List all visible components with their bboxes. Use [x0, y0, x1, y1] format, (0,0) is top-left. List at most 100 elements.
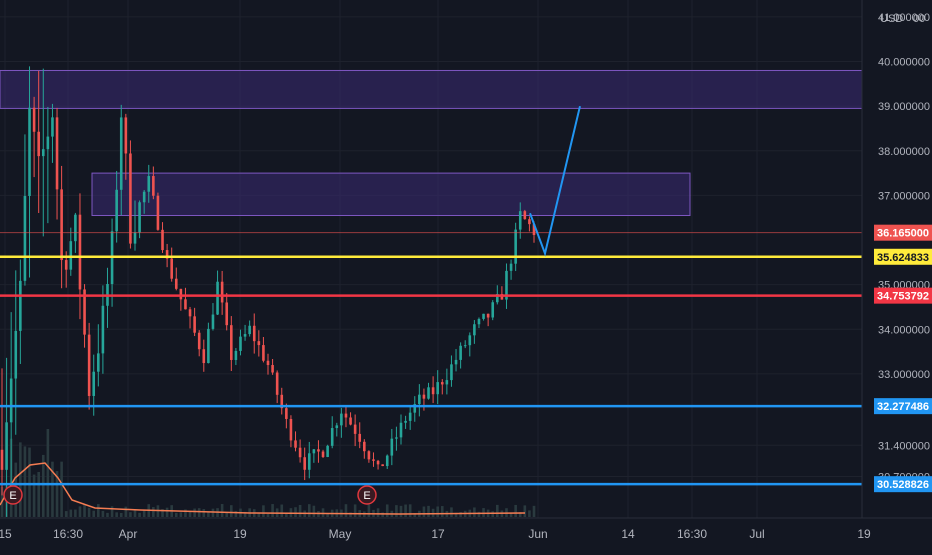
candle-body — [436, 382, 439, 395]
candle-body — [69, 241, 73, 270]
candle-body — [514, 229, 517, 264]
currency-label[interactable]: USD — [880, 13, 903, 25]
time-tick-label: Jul — [749, 527, 764, 541]
price-line-label-box[interactable] — [874, 224, 932, 241]
candle-body — [243, 334, 247, 337]
zones-layer[interactable] — [0, 69, 863, 216]
candle-body — [518, 211, 522, 230]
volume-bar — [482, 508, 485, 517]
candle-body — [32, 107, 36, 132]
volume-bar — [454, 512, 458, 517]
price-line-label-box[interactable] — [874, 476, 932, 493]
volume-bar — [41, 454, 45, 517]
candle-body — [193, 316, 196, 333]
volume-bar — [413, 513, 417, 517]
candle-body — [0, 449, 4, 470]
candle-body — [239, 336, 242, 351]
candle-body — [482, 313, 485, 319]
volume-bar — [473, 507, 476, 517]
candle-body — [252, 325, 256, 342]
volume-bar — [23, 446, 27, 517]
resistance-zone[interactable] — [0, 69, 863, 109]
earnings-marker[interactable] — [3, 485, 23, 505]
candle-body — [19, 280, 22, 331]
price-tick-label: 38.000000 — [878, 146, 930, 158]
price-line-label: 32.277486 — [877, 401, 929, 413]
volume-bar — [477, 511, 481, 517]
volume-layer — [0, 428, 536, 517]
volume-bar — [188, 511, 192, 517]
candle-body — [262, 345, 265, 361]
time-tick-label: 17 — [431, 527, 445, 541]
volume-bar — [193, 508, 196, 517]
currency-suffix[interactable]: 00 — [913, 13, 925, 25]
volume-bar — [202, 508, 206, 517]
price-lines-layer[interactable] — [0, 232, 862, 486]
volume-bar — [83, 504, 86, 517]
price-line-label: 30.528826 — [877, 479, 929, 491]
candle-body — [234, 350, 238, 360]
candle-body — [344, 413, 348, 418]
volume-bar — [307, 504, 311, 517]
candle-body — [395, 437, 398, 439]
volume-bar — [97, 504, 100, 517]
candle-body — [138, 202, 141, 233]
candle-body — [152, 176, 155, 196]
candle-body — [372, 459, 375, 461]
earnings-marker[interactable] — [357, 485, 377, 505]
volume-bar — [431, 508, 435, 517]
volume-bar — [60, 461, 63, 517]
volume-bar — [230, 505, 233, 517]
candle-body — [129, 153, 132, 244]
volume-bar — [19, 442, 22, 517]
candle-body — [454, 359, 458, 365]
candle-body — [55, 117, 59, 190]
candle-body — [248, 325, 251, 335]
volume-bar — [257, 512, 261, 517]
price-line-label-box[interactable] — [874, 248, 932, 265]
price-labels-layer[interactable]: 36.165000 35.624833 34.753792 32.277486 30.5… — [874, 224, 932, 493]
earnings-marker-label: E — [363, 490, 370, 502]
price-line-label-box[interactable] — [874, 287, 932, 304]
volume-bar — [119, 512, 123, 517]
candle-body — [9, 378, 13, 423]
candle-body — [317, 449, 320, 452]
candle-body — [211, 314, 215, 329]
candle-body — [174, 278, 178, 289]
candle-body — [266, 360, 270, 366]
volume-bar — [266, 513, 270, 517]
resistance-zone[interactable] — [91, 172, 691, 216]
price-tick-label: 37.000000 — [878, 190, 930, 202]
volume-bar — [514, 504, 517, 517]
time-tick-label: 19 — [233, 527, 247, 541]
projection-layer[interactable] — [529, 105, 581, 257]
candle-body — [101, 305, 105, 354]
volume-bar — [422, 506, 426, 517]
candle-body — [257, 341, 261, 346]
price-line-label-box[interactable] — [874, 398, 932, 415]
candle-body — [463, 345, 467, 347]
candle-body — [376, 460, 380, 465]
candle-body — [477, 318, 481, 325]
candle-body — [220, 281, 224, 303]
candle-body — [418, 394, 421, 405]
time-axis[interactable]: 15 16:30 Apr 19 May 17 Jun 14 16:30 Jul 19 — [0, 527, 871, 541]
projection-path[interactable] — [529, 105, 581, 257]
candle-body — [188, 309, 192, 317]
candle-body — [303, 457, 306, 470]
candle-body — [390, 438, 394, 456]
volume-bar — [74, 509, 77, 517]
volume-bar — [532, 505, 536, 517]
volume-bar — [381, 512, 384, 517]
price-tick-label: 39.000000 — [878, 101, 930, 113]
candle-body — [532, 224, 536, 236]
volume-bar — [69, 509, 73, 517]
candle-body — [363, 441, 366, 452]
candle-body — [46, 136, 50, 150]
candle-body — [87, 334, 91, 396]
volume-bar — [106, 512, 109, 517]
volume-bar — [436, 506, 439, 517]
